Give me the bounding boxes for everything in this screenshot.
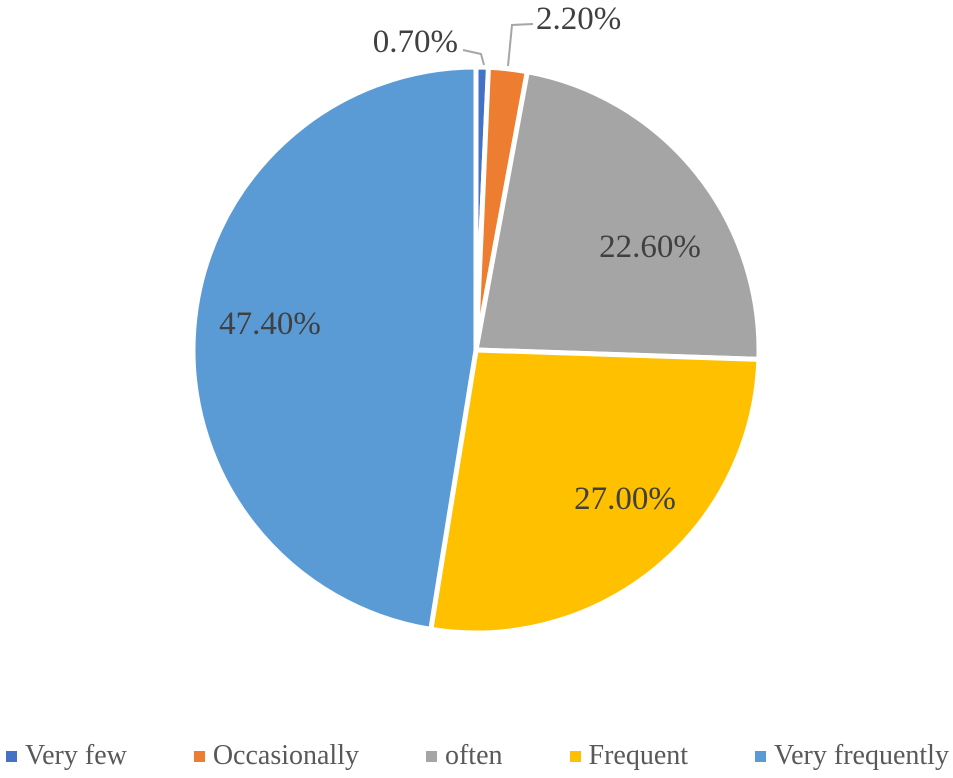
legend-marker-occasionally bbox=[193, 750, 205, 762]
pie-slices bbox=[190, 64, 762, 636]
legend-label-very-few: Very few bbox=[25, 740, 127, 771]
legend-item-often: often bbox=[425, 740, 503, 771]
legend-label-very-frequently: Very frequently bbox=[774, 740, 949, 771]
legend-label-occasionally: Occasionally bbox=[212, 740, 359, 771]
legend-item-frequent: Frequent bbox=[569, 740, 689, 771]
leader-line-very-few bbox=[462, 49, 485, 66]
legend-label-often: often bbox=[444, 740, 503, 771]
legend-swatch bbox=[755, 750, 767, 762]
pie-slice-frequent bbox=[428, 347, 762, 636]
data-label-very-few: 0.70% bbox=[373, 24, 458, 60]
pie-svg: 0.70% 2.20% 22.60% 27.00% 47.40% bbox=[190, 1, 762, 636]
legend-label-frequent: Frequent bbox=[588, 740, 689, 771]
legend-swatch bbox=[193, 750, 205, 762]
pie-slice-often bbox=[473, 69, 762, 362]
data-label-occasionally: 2.20% bbox=[536, 1, 621, 37]
legend-swatch bbox=[425, 750, 437, 762]
legend-marker-frequent bbox=[569, 750, 581, 762]
legend-marker-very-few bbox=[6, 750, 17, 762]
legend-swatch bbox=[569, 750, 581, 762]
legend-marker-often bbox=[425, 750, 437, 762]
data-label-very-frequently: 47.40% bbox=[219, 306, 321, 342]
data-label-often: 22.60% bbox=[599, 229, 701, 265]
data-label-frequent: 27.00% bbox=[574, 481, 676, 517]
legend-item-occasionally: Occasionally bbox=[193, 740, 359, 771]
pie-slice-very-frequently bbox=[190, 64, 479, 632]
legend: Very few Occasionally often Frequent Ver… bbox=[6, 735, 949, 777]
legend-marker-very-frequently bbox=[755, 750, 767, 762]
leader-line-occasionally bbox=[507, 23, 534, 67]
legend-item-very-frequently: Very frequently bbox=[755, 742, 949, 770]
legend-swatch bbox=[6, 750, 17, 762]
legend-item-very-few: Very few bbox=[6, 742, 127, 770]
